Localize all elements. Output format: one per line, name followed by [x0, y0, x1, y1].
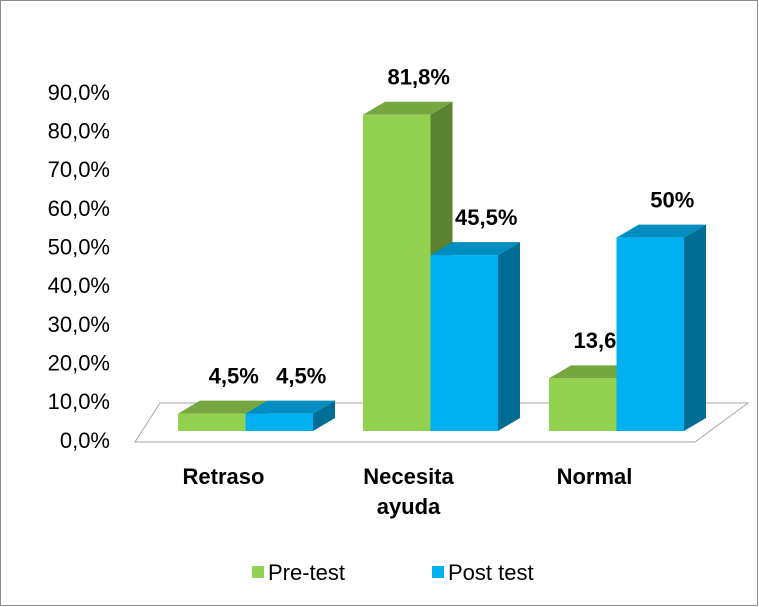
legend-label: Pre-test [268, 560, 345, 585]
y-tick-label: 20,0% [48, 350, 110, 375]
data-label: 50% [650, 187, 694, 212]
bar-front [616, 237, 684, 431]
bar-front [549, 378, 617, 431]
y-tick-label: 40,0% [48, 273, 110, 298]
bar-side [313, 400, 335, 431]
bar-top [430, 242, 520, 256]
bar-top [549, 365, 639, 379]
bar [430, 242, 520, 431]
y-tick-label: 60,0% [48, 196, 110, 221]
bar-front [363, 114, 431, 431]
legend-swatch [252, 566, 264, 578]
data-label: 81,8% [388, 65, 450, 90]
y-tick-label: 90,0% [48, 80, 110, 105]
y-tick-label: 80,0% [48, 118, 110, 143]
bar-top [616, 224, 706, 238]
bar-top [245, 400, 335, 414]
bar-top [363, 101, 453, 115]
bar-front [245, 413, 313, 431]
y-tick-label: 0,0% [60, 428, 110, 453]
bar-front [430, 255, 498, 431]
data-label: 4,5% [276, 363, 326, 388]
bar-side [498, 242, 520, 431]
x-tick-label: Retraso [182, 464, 265, 489]
x-tick-label: Necesita ayuda [363, 464, 454, 519]
bar [245, 400, 335, 431]
y-tick-label: 50,0% [48, 234, 110, 259]
legend-label: Post test [448, 560, 534, 585]
y-tick-label: 70,0% [48, 157, 110, 182]
bar-top [178, 400, 268, 414]
bar [616, 224, 706, 431]
bar-side [684, 224, 706, 431]
bar-front [178, 413, 246, 431]
y-tick-label: 10,0% [48, 389, 110, 414]
y-tick-label: 30,0% [48, 312, 110, 337]
x-tick-label: Normal [556, 464, 633, 489]
legend-swatch [432, 566, 444, 578]
data-label: 4,5% [209, 363, 259, 388]
data-label: 45,5% [455, 205, 517, 230]
